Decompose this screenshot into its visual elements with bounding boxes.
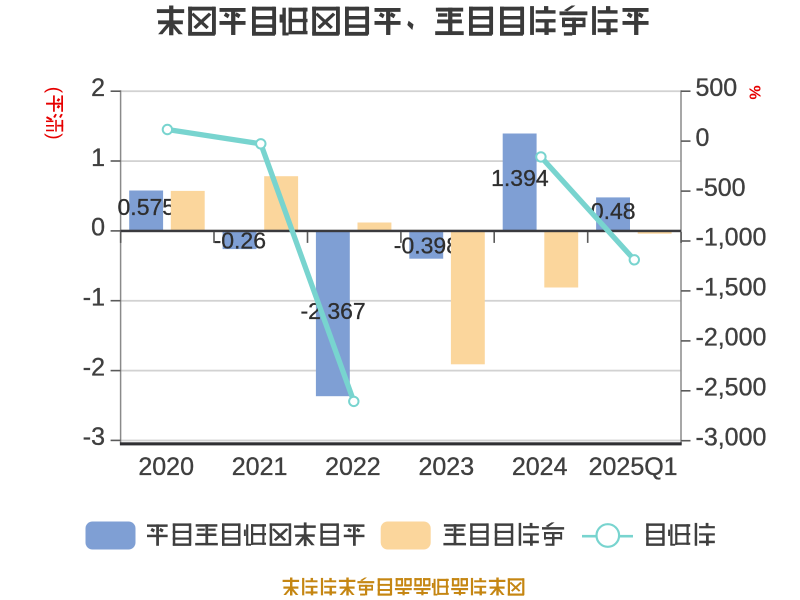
svg-text:-3,000: -3,000 [696,423,767,451]
svg-text:%: % [746,85,763,99]
svg-text:-2.367: -2.367 [300,298,365,324]
svg-text:-3: -3 [83,423,105,451]
svg-text:2: 2 [91,74,105,102]
svg-text:0: 0 [696,124,710,152]
svg-text:1: 1 [91,144,105,172]
svg-text:0.575: 0.575 [118,194,176,220]
svg-text:-1,500: -1,500 [696,274,767,302]
svg-text:-2,500: -2,500 [696,374,767,402]
svg-text:2020: 2020 [138,453,194,481]
svg-text:-500: -500 [696,174,746,202]
svg-text:2022: 2022 [325,453,381,481]
svg-text:0: 0 [91,214,105,242]
svg-text:2021: 2021 [232,453,288,481]
svg-text:2023: 2023 [418,453,474,481]
svg-text:-2,000: -2,000 [696,324,767,352]
svg-text:-2: -2 [83,353,105,381]
svg-text:2025Q1: 2025Q1 [589,453,678,481]
svg-text:(: ( [44,87,65,94]
svg-text:500: 500 [696,74,738,102]
svg-text:-1,000: -1,000 [696,224,767,252]
svg-text:1.394: 1.394 [491,165,549,191]
svg-text:): ) [44,133,65,139]
svg-text:-0.398: -0.398 [394,233,459,259]
svg-text:-1: -1 [83,283,105,311]
svg-text:2024: 2024 [512,453,568,481]
